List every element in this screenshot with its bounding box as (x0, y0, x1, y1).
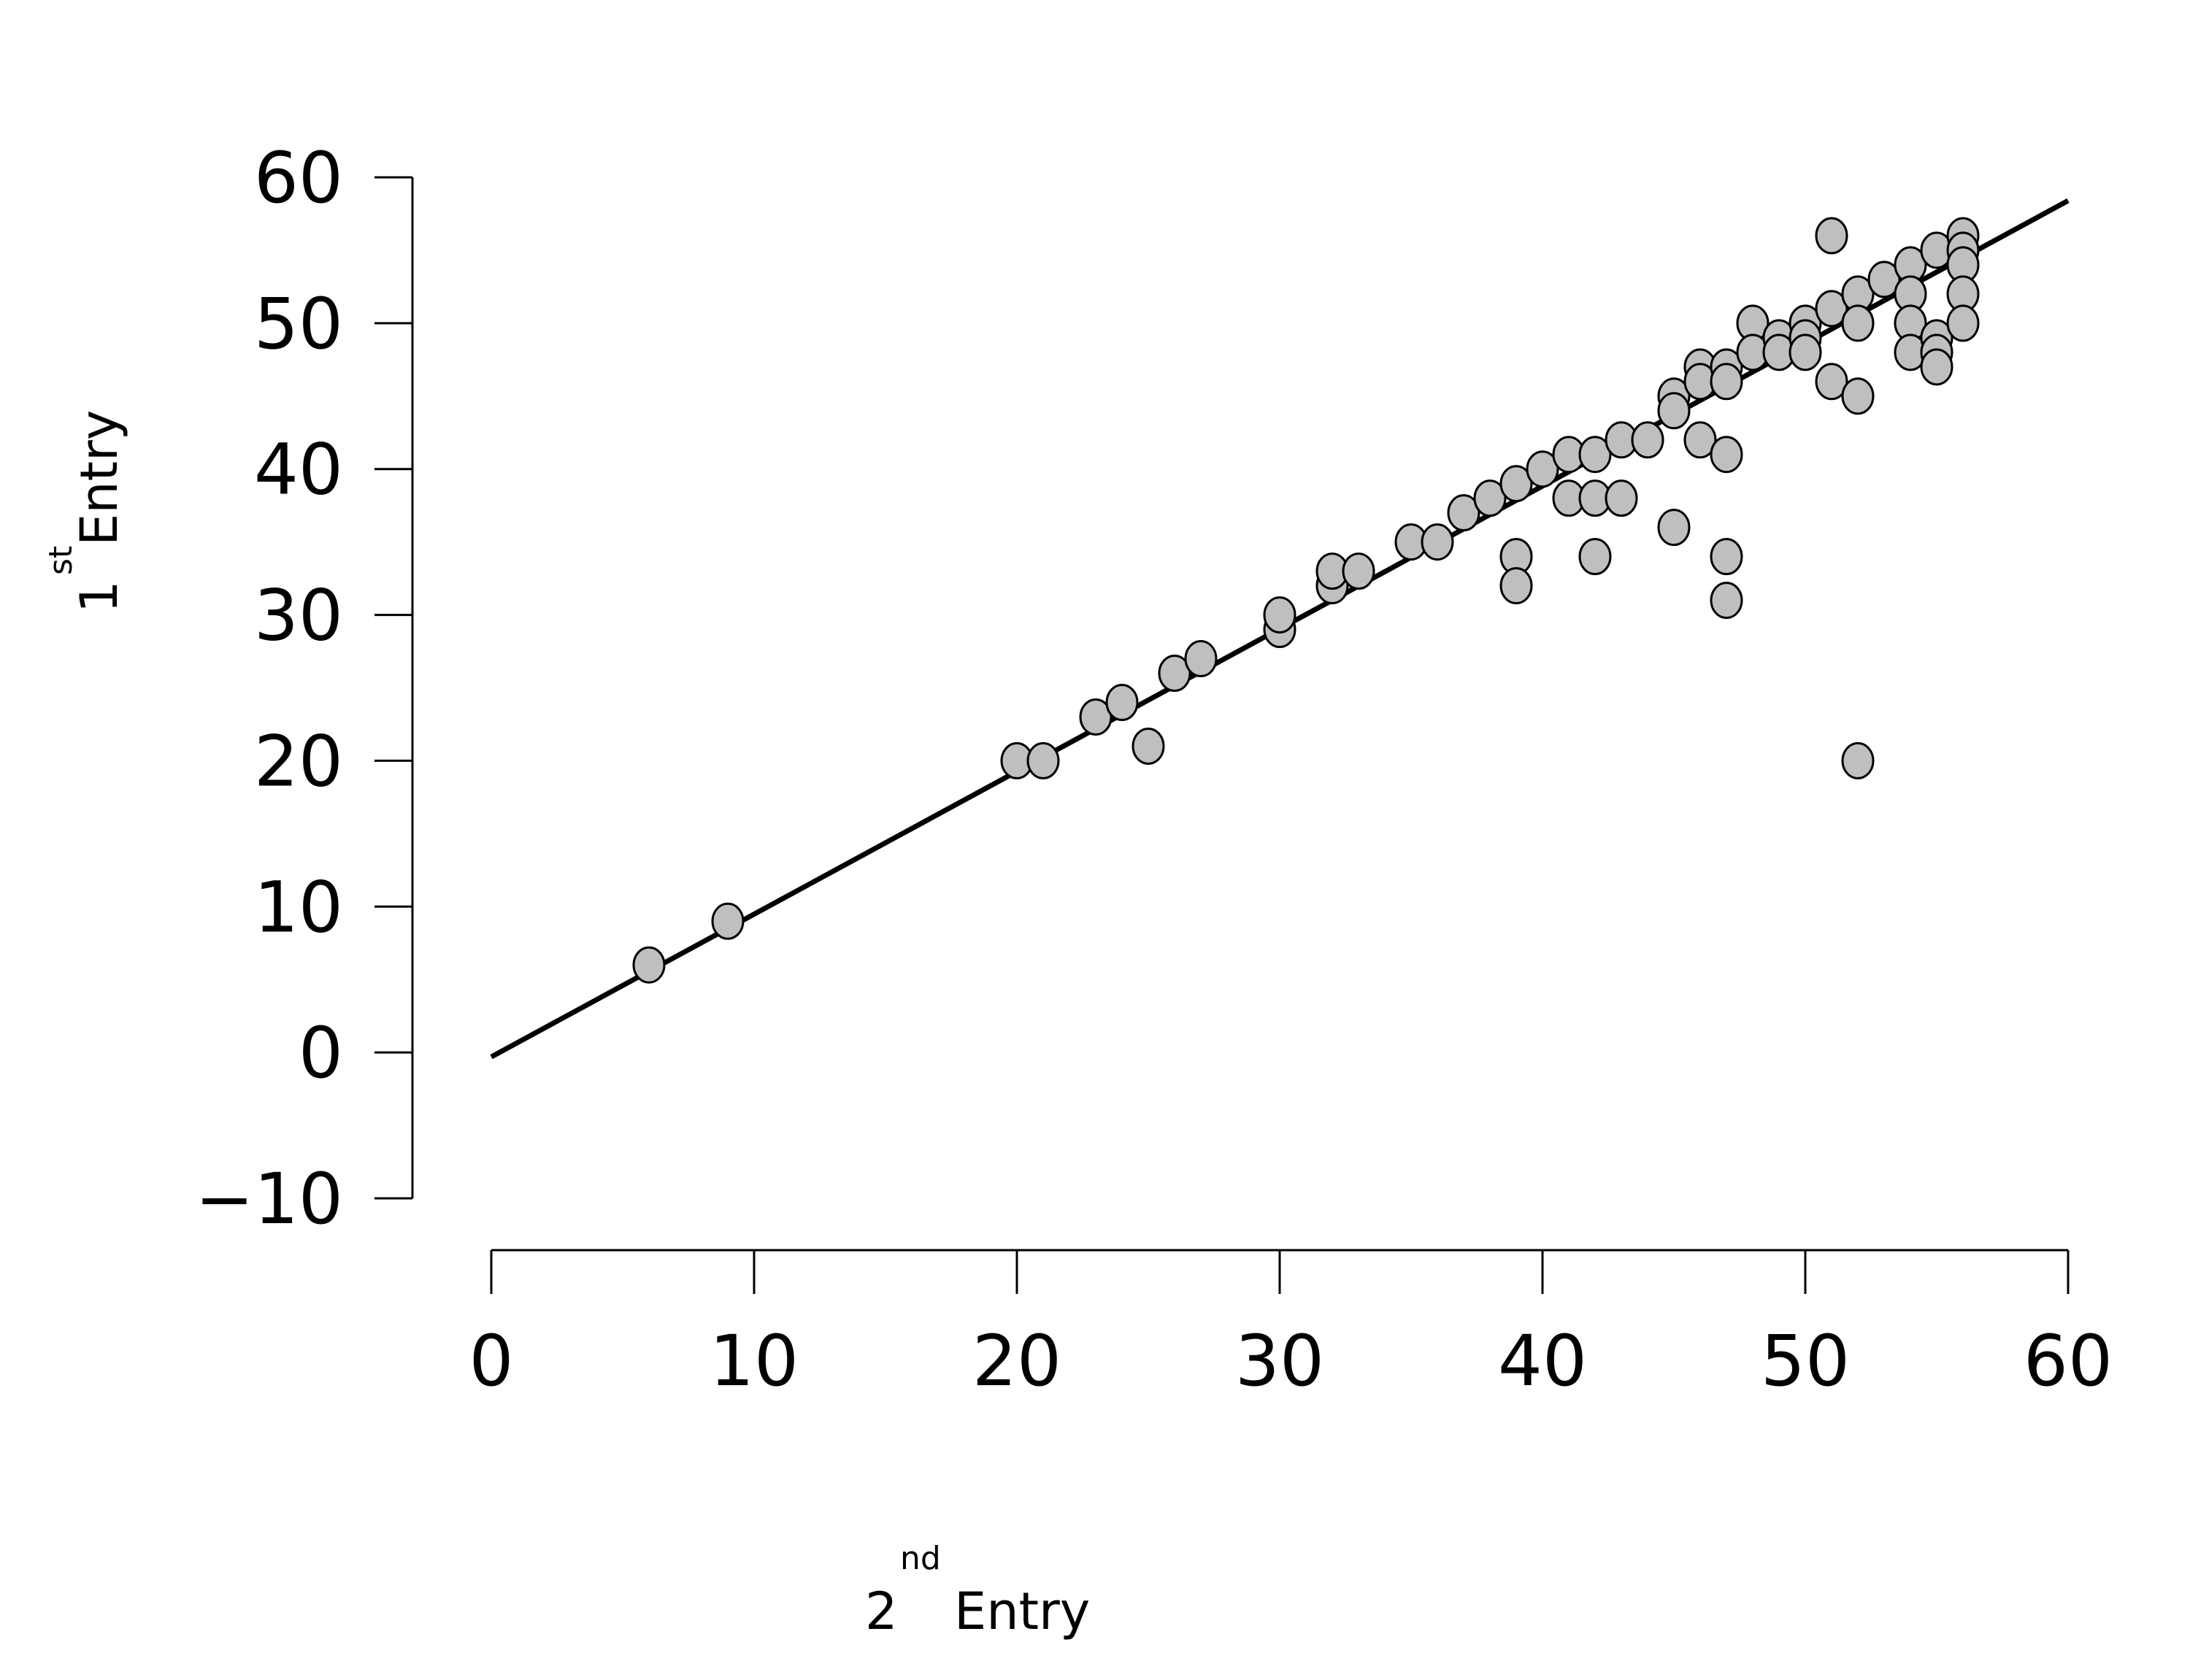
data-point (1657, 392, 1691, 430)
data-point (1841, 741, 1875, 779)
data-point (1342, 552, 1375, 590)
y-tick-label: 50 (254, 283, 343, 365)
x-tick-label: 60 (2024, 1320, 2113, 1402)
data-point (1499, 465, 1533, 503)
data-point (1841, 377, 1875, 415)
data-point (1683, 421, 1717, 459)
data-point (1788, 334, 1822, 371)
points-layer (632, 217, 1980, 984)
x-axis: 0 10 20 30 40 50 60 (469, 1249, 2113, 1402)
data-point (1710, 363, 1743, 401)
data-point (711, 902, 745, 940)
y-tick-label: −10 (195, 1158, 343, 1240)
data-point (1815, 217, 1848, 255)
data-point (1605, 479, 1638, 517)
data-point (1815, 363, 1848, 401)
data-point (1079, 698, 1113, 736)
y-axis-title-base: 1 (69, 580, 129, 613)
data-point (1841, 304, 1875, 342)
y-axis-title: 1 st Entry (42, 410, 129, 613)
data-point (1710, 436, 1743, 474)
data-point (1867, 261, 1901, 298)
data-point (632, 946, 666, 984)
y-tick-label: 20 (254, 720, 343, 802)
data-point (1526, 450, 1559, 488)
y-tick-label: 40 (254, 429, 343, 511)
y-tick-label: 60 (254, 137, 343, 219)
y-tick-label: 30 (254, 575, 343, 657)
data-point (1184, 640, 1218, 678)
x-axis-title-superscript: nd (900, 1540, 941, 1577)
data-point (1946, 304, 1980, 342)
data-point (1263, 596, 1296, 634)
x-tick-label: 30 (1235, 1320, 1324, 1402)
data-point (1105, 683, 1139, 721)
data-point (1421, 523, 1454, 561)
data-point (1920, 348, 1953, 386)
data-point (1631, 421, 1664, 459)
data-point (1657, 509, 1691, 547)
data-point (1578, 538, 1612, 576)
data-point (1158, 655, 1191, 693)
data-point (1473, 479, 1507, 517)
data-point (1815, 290, 1848, 328)
data-point (1710, 538, 1743, 576)
x-tick-label: 20 (972, 1320, 1061, 1402)
x-tick-label: 50 (1761, 1320, 1850, 1402)
data-point (1578, 436, 1612, 474)
y-axis: −10 0 10 20 30 40 50 60 (195, 137, 414, 1240)
x-tick-label: 0 (469, 1320, 513, 1402)
x-tick-label: 10 (710, 1320, 799, 1402)
data-point (1447, 494, 1480, 532)
data-point (1026, 741, 1060, 779)
y-tick-label: 0 (299, 1012, 343, 1094)
y-axis-title-superscript: st (42, 546, 80, 575)
x-axis-title: 2 nd Entry (865, 1540, 1090, 1641)
y-tick-label: 10 (254, 866, 343, 948)
data-point (1499, 567, 1533, 605)
data-point (1710, 582, 1743, 620)
x-axis-title-rest: Entry (954, 1581, 1090, 1641)
x-tick-label: 40 (1498, 1320, 1587, 1402)
data-point (1132, 727, 1165, 765)
y-axis-title-rest: Entry (69, 410, 129, 546)
x-axis-title-base: 2 (865, 1581, 898, 1641)
